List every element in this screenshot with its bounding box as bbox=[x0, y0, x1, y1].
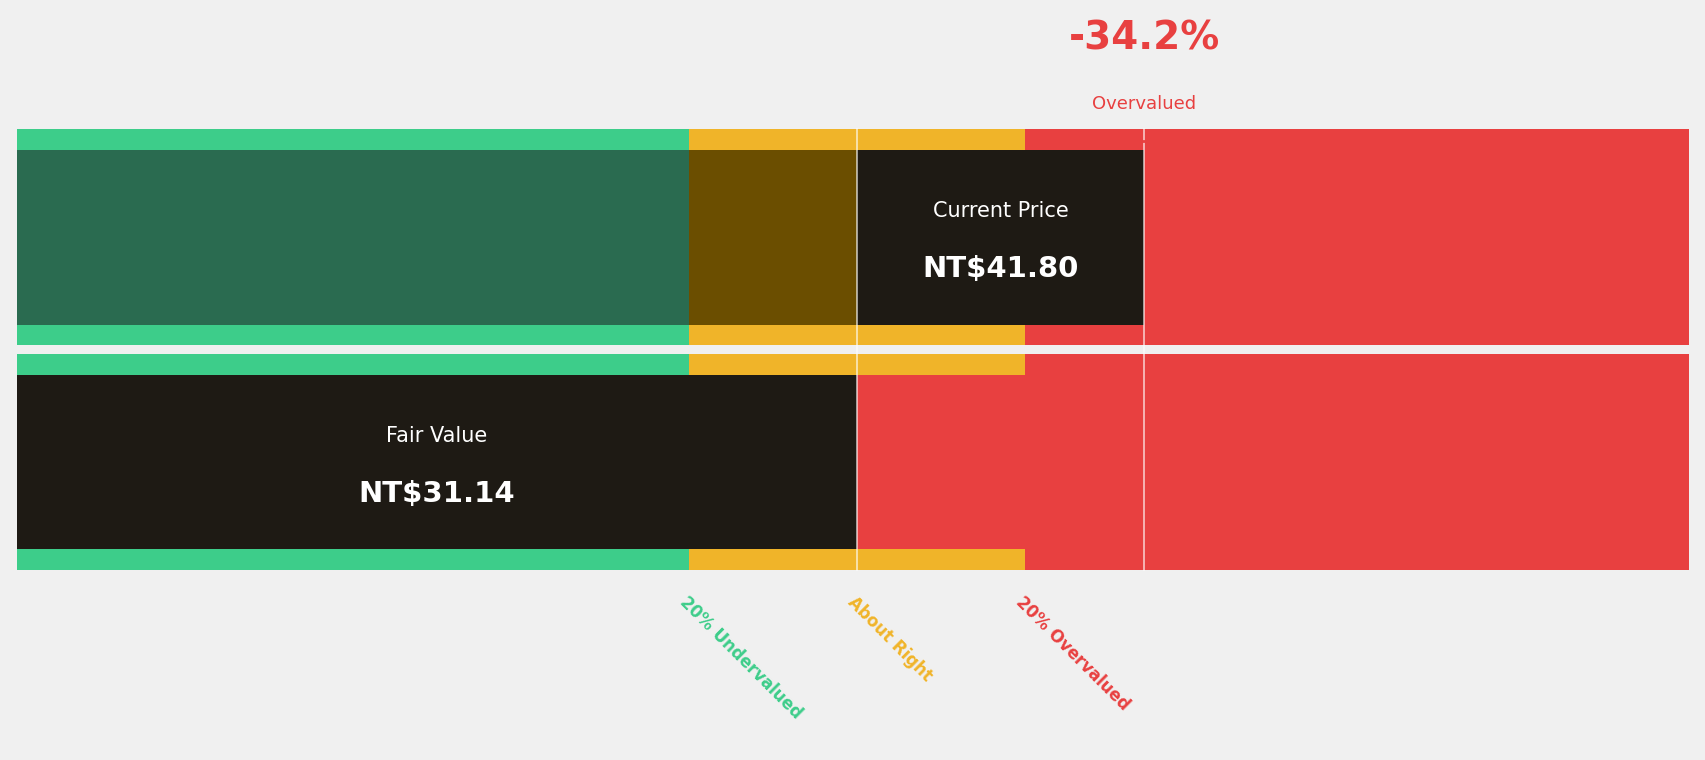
Bar bbox=[689, 375, 856, 549]
Text: NT$31.14: NT$31.14 bbox=[358, 480, 515, 508]
Bar bbox=[17, 354, 689, 375]
Text: 20% Overvalued: 20% Overvalued bbox=[1011, 593, 1132, 714]
Bar bbox=[17, 375, 856, 549]
Bar bbox=[689, 549, 1025, 570]
Bar bbox=[1025, 325, 1688, 345]
Bar bbox=[1025, 549, 1688, 570]
Bar bbox=[856, 150, 1144, 325]
Bar bbox=[1025, 129, 1688, 150]
Text: NT$41.80: NT$41.80 bbox=[922, 255, 1078, 283]
Bar bbox=[17, 150, 689, 325]
Text: About Right: About Right bbox=[844, 593, 936, 685]
Text: Current Price: Current Price bbox=[933, 201, 1067, 221]
Text: 20% Undervalued: 20% Undervalued bbox=[675, 593, 805, 722]
Bar bbox=[689, 325, 1025, 345]
Bar bbox=[689, 354, 1025, 375]
Bar bbox=[1025, 150, 1144, 325]
Bar bbox=[17, 549, 689, 570]
Bar bbox=[689, 150, 1025, 325]
Bar bbox=[17, 325, 689, 345]
Text: Overvalued: Overvalued bbox=[1091, 95, 1195, 113]
Bar bbox=[689, 129, 1025, 150]
Bar bbox=[856, 375, 1688, 549]
Bar bbox=[1025, 354, 1688, 375]
Bar bbox=[1144, 150, 1688, 325]
Bar bbox=[17, 129, 689, 150]
Text: Fair Value: Fair Value bbox=[385, 426, 488, 446]
Bar bbox=[17, 375, 689, 549]
Text: -34.2%: -34.2% bbox=[1067, 19, 1219, 57]
